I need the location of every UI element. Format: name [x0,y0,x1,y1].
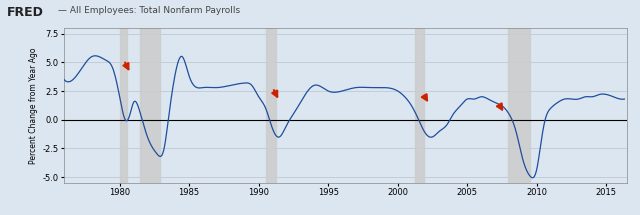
Text: — All Employees: Total Nonfarm Payrolls: — All Employees: Total Nonfarm Payrolls [58,6,240,15]
Bar [141,28,160,183]
Y-axis label: Percent Change from Year Ago: Percent Change from Year Ago [29,47,38,164]
Bar [266,28,276,183]
Bar [415,28,424,183]
Text: FRED: FRED [6,6,44,19]
Bar [508,28,530,183]
Bar [120,28,127,183]
